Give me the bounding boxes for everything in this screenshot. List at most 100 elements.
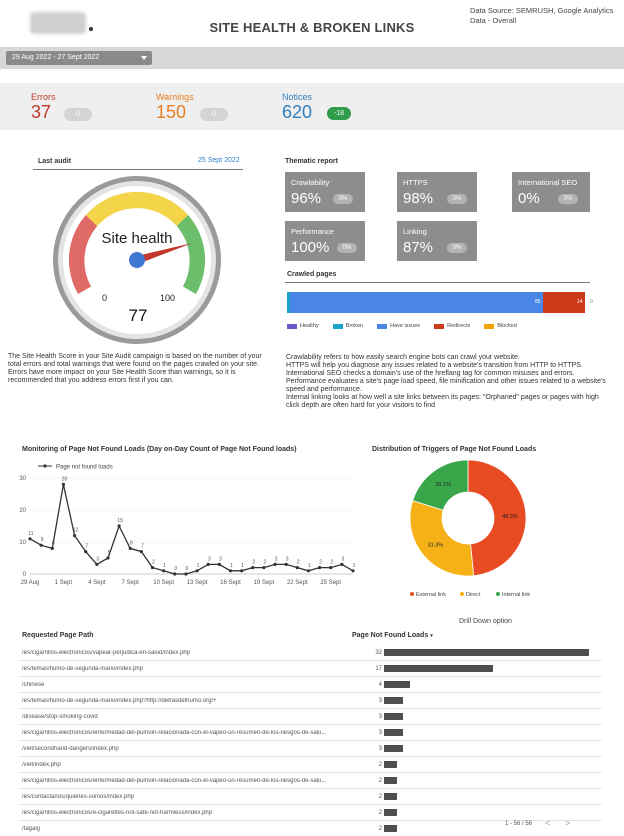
kpi-warnings-value: 150 xyxy=(156,102,187,122)
table-row[interactable]: /es/cigarrillos-electronicos/vapear-perj… xyxy=(20,645,602,661)
pagination-range: 1 - 56 / 56 xyxy=(505,821,533,827)
data-label: 3 xyxy=(208,556,211,562)
data-label: 1 xyxy=(308,563,311,569)
kpi-notices-value: 620 xyxy=(282,102,313,122)
kpi-errors-label: Errors xyxy=(31,92,56,102)
row-page-path: /es/cigarrillos-electronicos/enfermedad-… xyxy=(22,778,327,784)
data-point xyxy=(262,566,266,570)
row-count: 2 xyxy=(378,794,382,800)
kpi-warnings-label: Warnings xyxy=(156,92,194,102)
thematic-report-title: Thematic report xyxy=(285,158,338,165)
next-page-icon[interactable]: > xyxy=(565,818,571,828)
table-row[interactable]: /disease/stop-smoking-covid 3 xyxy=(20,709,602,725)
crawl-legend-item: Broken xyxy=(332,323,364,329)
legend-swatch xyxy=(332,323,343,329)
tile-linking-delta: 0% xyxy=(447,243,467,253)
table-row[interactable]: /chinese 4 xyxy=(20,677,602,693)
thematic-description-line: Performance evaluates a site's page load… xyxy=(286,378,606,393)
column-header-count[interactable]: Page Not Found Loads ▾ xyxy=(352,632,433,639)
kpi-scorecard-band xyxy=(0,83,624,130)
row-count-bar xyxy=(384,761,397,768)
table-row[interactable]: /es/cigarrillos-electronicos/enfermedad-… xyxy=(20,773,602,789)
row-count: 3 xyxy=(378,714,382,720)
table-row[interactable]: /tagalg 2 xyxy=(20,821,602,836)
data-label: 3 xyxy=(96,556,99,562)
row-page-path: /es/cigarrillos-electronicos/e-cigarette… xyxy=(22,810,213,816)
legend-label: Redirects xyxy=(447,323,471,329)
row-count-bar xyxy=(384,809,397,816)
donut-slice-label: 48.3% xyxy=(502,514,518,520)
tile-crawlability-delta: 0% xyxy=(333,194,353,204)
data-point xyxy=(228,569,233,573)
row-count-bar xyxy=(384,729,404,736)
legend-label: Broken xyxy=(345,323,364,329)
data-label: 2 xyxy=(152,560,155,566)
data-label: 3 xyxy=(219,556,222,562)
date-filter-bar xyxy=(0,47,624,69)
row-count: 17 xyxy=(375,666,382,672)
gauge-yellow-zone xyxy=(85,191,189,226)
site-health-description: The Site Health Score in your Site Audit… xyxy=(8,353,262,384)
tile-performance-value: 100% xyxy=(291,239,330,256)
data-point xyxy=(206,562,210,566)
tile-https-value: 98% xyxy=(403,190,434,207)
table-row[interactable]: /es/temas/humo-de-segunda-mano/index.php… xyxy=(20,661,602,677)
data-point xyxy=(61,482,66,486)
data-point xyxy=(329,566,333,570)
crawled-pages-title: Crawled pages xyxy=(287,271,337,278)
gauge-hub xyxy=(129,252,145,268)
tile-international-seo: International SEO 0% 0% xyxy=(512,172,590,212)
date-range-value: 29 Aug 2022 - 27 Sept 2022 xyxy=(12,54,100,61)
data-point xyxy=(195,569,199,573)
legend-label: Have issues xyxy=(390,323,421,329)
data-label: 2 xyxy=(252,560,255,566)
date-range-selector[interactable]: 29 Aug 2022 - 27 Sept 2022 xyxy=(6,51,152,65)
data-point xyxy=(84,550,88,554)
data-point xyxy=(317,566,322,570)
tile-crawlability: Crawlability 96% 0% xyxy=(285,172,365,212)
drill-down-option[interactable]: Drill Down option xyxy=(459,618,512,625)
donut-legend-swatch xyxy=(460,592,464,596)
column-header-path[interactable]: Requested Page Path xyxy=(22,632,94,639)
data-source-line-2: Data - Overall xyxy=(470,16,517,25)
brand-logo-dot xyxy=(89,27,93,31)
gauge-needle xyxy=(135,242,193,264)
row-page-path: /viet/index.php xyxy=(22,762,61,768)
thematic-description: Crawlability refers to how easily search… xyxy=(286,354,611,410)
data-point xyxy=(351,569,355,573)
data-label: 2 xyxy=(297,560,300,566)
thematic-description-line: HTTPS will help you diagnose any issues … xyxy=(286,362,583,369)
brand-logo xyxy=(30,12,86,34)
legend-swatch xyxy=(484,323,495,329)
y-tick-label: 0 xyxy=(23,572,27,578)
data-label: 12 xyxy=(73,528,79,534)
x-tick-label: 10 Sept xyxy=(153,580,174,586)
legend-label: Healthy xyxy=(300,323,319,329)
x-tick-label: 22 Sept xyxy=(287,580,308,586)
data-label: 8 xyxy=(130,540,133,546)
row-count-bar xyxy=(384,665,493,672)
page-title: SITE HEALTH & BROKEN LINKS xyxy=(209,20,415,35)
prev-page-icon[interactable]: < xyxy=(545,818,551,828)
row-count-bar xyxy=(384,697,404,704)
data-point xyxy=(39,543,43,547)
table-row[interactable]: /viet/secondhand-dangers/index.php 3 xyxy=(20,741,602,757)
crawl-redirects-value: 14 xyxy=(577,299,583,305)
y-tick-label: 10 xyxy=(19,540,26,546)
donut-legend-label: External link xyxy=(416,592,446,598)
table-row[interactable]: /es/contactanos/quienes-somos/index.php 2 xyxy=(20,789,602,805)
table-row[interactable]: /es/cigarrillos-electronicos/enfermedad-… xyxy=(20,725,602,741)
thematic-description-line: International SEO checks a domain's use … xyxy=(286,370,575,377)
gauge-red-zone xyxy=(68,215,98,294)
donut-slice xyxy=(467,459,527,577)
donut-slice-label: 31.3% xyxy=(428,542,444,548)
crawl-legend-item: Redirects xyxy=(434,323,470,329)
data-label: 5 xyxy=(108,550,111,556)
table-row[interactable]: /viet/index.php 2 xyxy=(20,757,602,773)
table-row[interactable]: /es/cigarrillos-electronicos/e-cigarette… xyxy=(20,805,602,821)
table-row[interactable]: /es/temas/humo-de-segunda-mano/index.php… xyxy=(20,693,602,709)
line-legend-marker xyxy=(43,464,47,468)
row-count: 3 xyxy=(378,698,382,704)
donut-slice xyxy=(412,459,469,511)
